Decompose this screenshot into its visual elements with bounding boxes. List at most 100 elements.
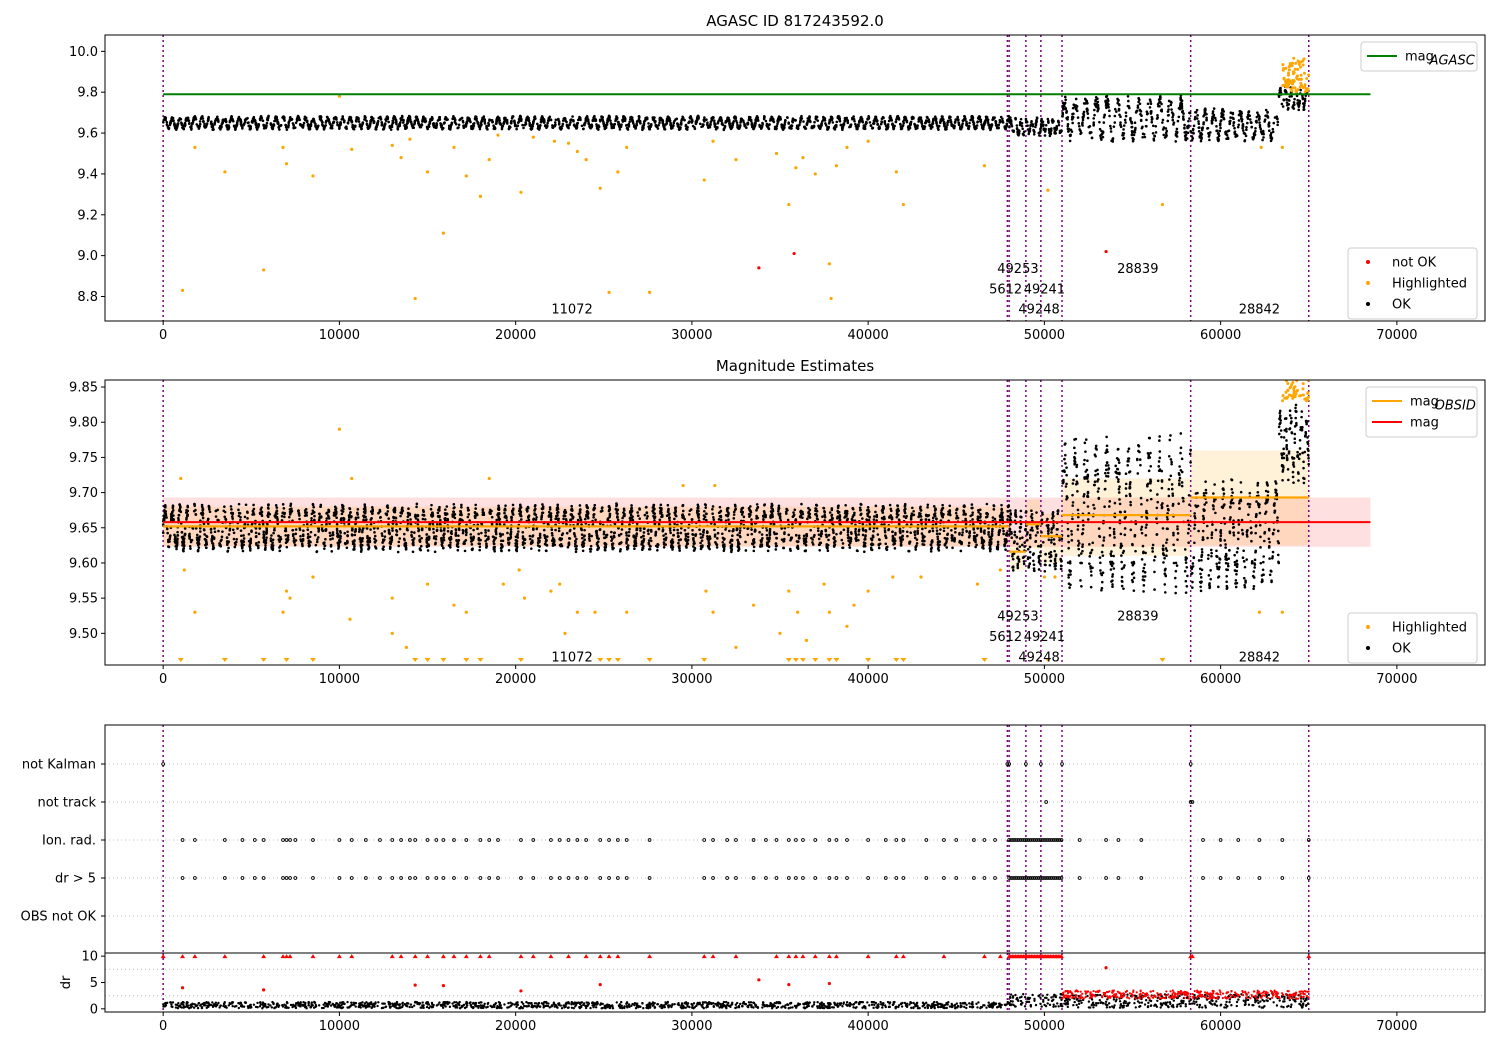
ok-point <box>537 126 541 130</box>
ok-point <box>513 124 517 128</box>
ok-point <box>1154 124 1158 128</box>
ok-point <box>1282 98 1285 102</box>
ok-point <box>529 123 532 127</box>
ok-point <box>619 125 622 128</box>
ok-point <box>1266 116 1270 119</box>
ok-point <box>1047 121 1050 124</box>
ok-point <box>1275 115 1279 119</box>
ok-point <box>1071 115 1075 119</box>
ok-point <box>776 122 779 126</box>
ok-point <box>326 117 330 120</box>
ok-point <box>1141 135 1144 139</box>
ok-point <box>627 530 631 534</box>
ok-point <box>708 125 712 129</box>
highlighted-point <box>311 174 315 178</box>
ok-point <box>488 118 492 122</box>
highlighted-point <box>901 202 905 207</box>
ok-point <box>991 527 994 531</box>
ok-point <box>808 116 811 120</box>
ok-point <box>989 128 992 132</box>
highlighted-point <box>1303 85 1307 89</box>
ok-point <box>370 115 374 119</box>
ok-point <box>477 125 481 129</box>
ok-point <box>1218 122 1222 126</box>
ok-point <box>491 120 494 124</box>
ok-point <box>948 504 952 508</box>
ok-point <box>214 515 218 518</box>
ok-point <box>738 529 742 532</box>
x-tick-label: 10000 <box>319 328 360 343</box>
ok-point <box>729 126 733 130</box>
ok-point <box>547 117 551 121</box>
ok-point <box>636 120 639 123</box>
ok-point <box>515 127 518 131</box>
ok-point <box>1132 133 1136 137</box>
ok-point <box>1122 128 1125 131</box>
ok-point <box>517 530 520 533</box>
y-tick-label: 9.8 <box>77 86 98 101</box>
y-tick-label: 8.8 <box>77 290 98 305</box>
ok-point <box>845 118 849 122</box>
ok-point <box>668 119 672 122</box>
ok-point <box>980 126 984 130</box>
ok-point <box>622 511 625 514</box>
ok-point <box>265 124 268 127</box>
highlighted-point <box>519 190 523 194</box>
ok-point <box>913 122 916 126</box>
ok-point <box>752 126 756 129</box>
ok-point <box>680 119 683 122</box>
ok-point <box>725 120 728 123</box>
ok-point <box>485 126 489 130</box>
ok-point <box>296 114 300 118</box>
ok-point <box>340 512 344 516</box>
ok-point <box>1104 103 1108 106</box>
ok-point <box>370 118 374 121</box>
ok-point <box>223 505 226 508</box>
ok-point <box>1211 110 1215 113</box>
ok-point <box>236 119 239 123</box>
ok-point <box>384 118 387 121</box>
ok-point <box>1118 113 1121 117</box>
ok-point <box>1257 118 1261 121</box>
ok-point <box>1070 118 1074 121</box>
ok-point <box>544 123 547 127</box>
ok-point <box>521 123 524 127</box>
ok-point <box>466 506 470 510</box>
ok-point <box>1027 132 1031 136</box>
ok-point <box>1211 112 1215 115</box>
ok-point <box>501 533 505 536</box>
ok-point <box>949 118 952 122</box>
ok-point <box>762 517 765 521</box>
ok-point <box>587 122 590 125</box>
ok-point <box>687 121 691 124</box>
ok-point <box>984 119 987 122</box>
ok-point <box>850 517 854 521</box>
ok-point <box>502 121 506 125</box>
ok-point <box>524 122 528 126</box>
ok-point <box>1267 125 1271 128</box>
ok-point <box>714 122 717 126</box>
ok-point <box>314 543 318 547</box>
ok-point <box>379 115 382 119</box>
ok-point <box>391 121 394 125</box>
ok-point <box>745 126 748 130</box>
ok-point <box>285 128 289 131</box>
ok-point <box>841 542 845 545</box>
ok-point <box>205 122 209 125</box>
ok-point <box>867 116 871 119</box>
ok-point <box>383 530 387 533</box>
ok-point <box>703 116 706 119</box>
ok-point <box>1086 112 1090 115</box>
ok-point <box>1227 129 1231 132</box>
ok-point <box>669 127 673 130</box>
ok-point <box>987 527 990 530</box>
ok-point <box>487 123 491 126</box>
ok-point <box>915 538 919 541</box>
ok-point <box>565 124 569 128</box>
ok-point <box>705 118 708 122</box>
ok-point <box>228 120 232 124</box>
ok-point <box>327 508 330 512</box>
ok-point <box>665 117 669 121</box>
ok-point <box>728 522 731 526</box>
ok-point <box>457 126 460 129</box>
